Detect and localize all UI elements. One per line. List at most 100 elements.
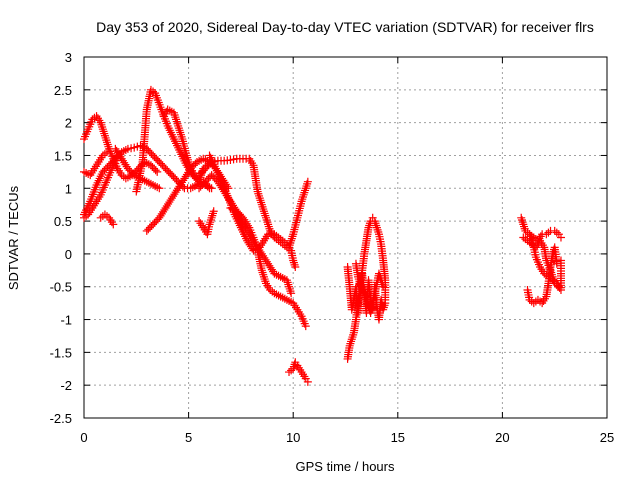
data-point <box>303 177 312 186</box>
data-point <box>99 127 108 136</box>
data-point <box>364 223 373 232</box>
y-tick-label: -1 <box>60 313 72 328</box>
data-point <box>285 284 294 293</box>
data-point <box>288 232 297 241</box>
data-point <box>372 223 381 232</box>
chart-title: Day 353 of 2020, Sidereal Day-to-day VTE… <box>96 19 594 35</box>
data-point <box>256 196 265 205</box>
series-track-2 <box>80 112 162 183</box>
grid <box>84 57 607 418</box>
data-point <box>261 277 270 286</box>
data-point <box>290 260 299 269</box>
series-track-8 <box>226 203 310 331</box>
data-point <box>254 189 263 198</box>
data-point <box>255 191 264 200</box>
series-track-6 <box>195 154 300 272</box>
data-point <box>103 140 112 149</box>
data-point <box>171 113 180 122</box>
data-point <box>97 120 106 129</box>
y-tick-label: -0.5 <box>50 280 72 295</box>
y-tick-label: -2 <box>60 378 72 393</box>
x-tick-label: 0 <box>80 430 87 445</box>
data-point <box>255 194 264 203</box>
y-tick-label: -1.5 <box>50 345 72 360</box>
data-point <box>287 289 296 298</box>
data-point <box>177 132 186 141</box>
data-point <box>109 220 118 229</box>
data-point <box>175 126 184 135</box>
data-point <box>101 133 110 142</box>
data-point <box>153 167 162 176</box>
data-point <box>257 266 266 275</box>
data-point <box>155 184 164 193</box>
data-point <box>345 341 354 350</box>
data-point <box>365 221 374 230</box>
data-point <box>379 282 388 291</box>
data-point <box>289 258 298 267</box>
data-point <box>301 186 310 195</box>
data-point <box>102 136 111 145</box>
y-tick-label: 0.5 <box>54 214 72 229</box>
data-point <box>174 124 183 133</box>
x-tick-label: 15 <box>391 430 405 445</box>
data-point <box>257 198 266 207</box>
data-point <box>284 280 293 289</box>
data-point <box>208 211 217 220</box>
data-point <box>520 222 529 231</box>
data-point <box>103 148 112 157</box>
data-point <box>298 193 307 202</box>
data-point <box>263 218 272 227</box>
data-point <box>258 268 267 277</box>
y-tick-label: 1.5 <box>54 148 72 163</box>
x-axis-label: GPS time / hours <box>296 459 395 474</box>
series-track-10 <box>205 151 291 255</box>
data-point <box>301 322 310 331</box>
series-track-16 <box>285 358 312 386</box>
data-point <box>82 212 91 221</box>
x-tick-label: 25 <box>600 430 614 445</box>
data-point <box>552 259 561 268</box>
y-tick-label: 2 <box>65 116 72 131</box>
data-point <box>556 233 565 242</box>
data-point <box>556 256 565 265</box>
series-track-17 <box>343 263 390 324</box>
data-point <box>301 184 310 193</box>
data-point <box>347 337 356 346</box>
data-point <box>554 282 563 291</box>
data-point <box>265 224 274 233</box>
y-tick-label: 0 <box>65 247 72 262</box>
data-point <box>151 166 160 175</box>
data-point <box>176 128 185 137</box>
x-tick-label: 10 <box>286 430 300 445</box>
data-point <box>282 240 291 249</box>
data-point <box>518 218 527 227</box>
data-point <box>291 263 300 272</box>
data-point <box>262 215 271 224</box>
y-tick-label: 3 <box>65 50 72 65</box>
data-point <box>100 131 109 140</box>
data-point <box>206 215 215 224</box>
data-point <box>103 138 112 147</box>
data-point <box>257 200 266 209</box>
series-track-23 <box>519 233 563 291</box>
data-point <box>209 209 218 218</box>
data-point <box>303 377 312 386</box>
data-point <box>261 211 270 220</box>
data-point <box>374 228 383 237</box>
y-tick-label: -2.5 <box>50 411 72 426</box>
data-point <box>172 117 181 126</box>
data-points <box>80 85 565 386</box>
data-point <box>207 184 216 193</box>
data-point <box>517 215 526 224</box>
data-point <box>303 179 312 188</box>
series-track-19 <box>351 259 388 317</box>
data-point <box>372 221 381 230</box>
series-track-14 <box>111 144 164 193</box>
data-point <box>244 221 253 230</box>
ticks: 0 5 10 15 20 25 -2.5 -2 -1.5 -1 -0.5 0 0.5 1 1.5 2 2.5 3 <box>50 50 615 445</box>
plot-frame <box>83 56 608 419</box>
data-point <box>262 213 271 222</box>
data-point <box>100 129 109 138</box>
data-point <box>300 188 309 197</box>
